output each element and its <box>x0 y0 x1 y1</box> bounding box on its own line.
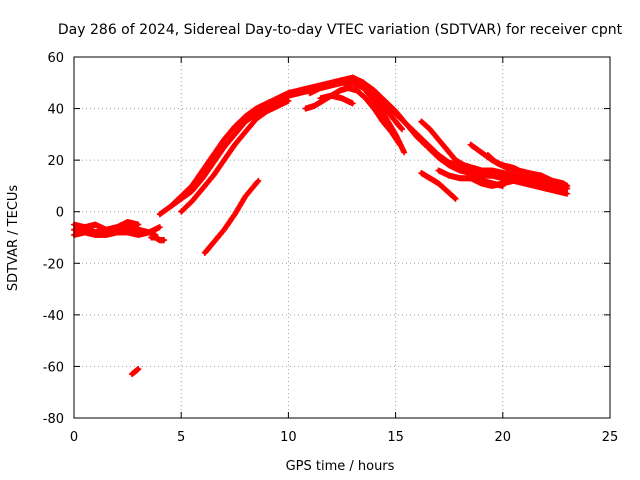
plot-frame <box>73 56 611 419</box>
data-point <box>161 237 168 244</box>
series-track-15 <box>418 170 459 202</box>
series-track-8 <box>178 97 292 215</box>
data-point <box>285 97 292 104</box>
y-axis-label: SDTVAR / TECUs <box>6 185 21 292</box>
data-point <box>564 182 571 189</box>
data-point <box>452 195 459 202</box>
data-point <box>135 221 142 228</box>
y-tick-label: 0 <box>56 206 64 221</box>
y-tick-label: -20 <box>43 257 64 272</box>
data-point <box>349 100 356 107</box>
axis-ticks: 0 5 10 15 20 25 -80 -60 -40 -20 0 20 40 60 <box>43 51 619 445</box>
series-track-18 <box>484 151 571 189</box>
x-tick-label: 15 <box>387 430 404 445</box>
grid <box>74 57 610 418</box>
series-track-3 <box>71 219 142 233</box>
x-tick-label: 10 <box>280 430 297 445</box>
y-tick-label: -40 <box>43 309 64 324</box>
data-point <box>399 126 406 133</box>
y-tick-label: 60 <box>47 51 64 66</box>
series-track-12 <box>317 92 356 107</box>
data-point <box>255 177 262 184</box>
x-axis-label: GPS time / hours <box>286 459 395 474</box>
series-track-11 <box>306 79 408 156</box>
y-tick-label: -80 <box>43 412 64 427</box>
series-track-4 <box>148 234 168 244</box>
y-tick-label: 40 <box>47 103 64 118</box>
x-tick-label: 20 <box>495 430 512 445</box>
x-tick-label: 25 <box>602 430 619 445</box>
series-track-14 <box>418 118 528 182</box>
data-point <box>135 366 142 373</box>
y-tick-label: -60 <box>43 360 64 375</box>
data-point <box>156 224 163 231</box>
series-track-2 <box>71 229 159 238</box>
series-track-5 <box>128 366 142 378</box>
data-point <box>401 149 408 156</box>
data-point <box>564 190 571 197</box>
x-tick-label: 0 <box>70 430 78 445</box>
data-point <box>521 175 528 182</box>
series-track-19 <box>467 175 571 197</box>
data-series <box>71 74 571 378</box>
chart-title: Day 286 of 2024, Sidereal Day-to-day VTE… <box>58 22 623 38</box>
series-track-9 <box>201 177 262 256</box>
x-tick-label: 5 <box>177 430 185 445</box>
data-point <box>254 178 261 185</box>
y-tick-label: 20 <box>47 154 64 169</box>
